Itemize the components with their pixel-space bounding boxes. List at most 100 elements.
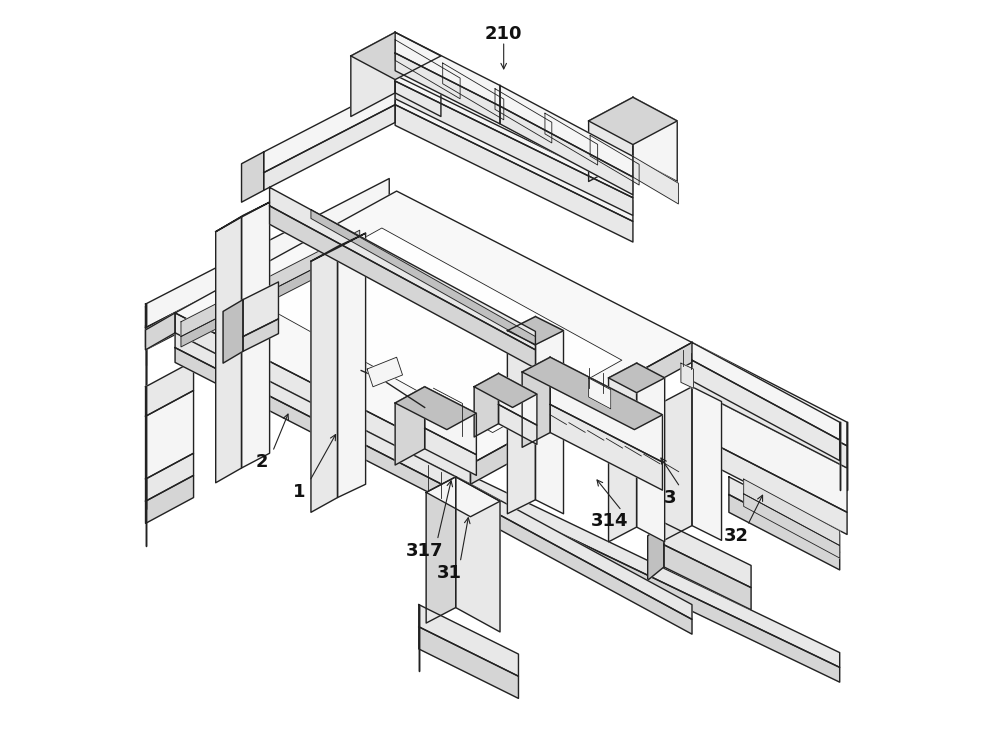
Polygon shape (146, 361, 194, 417)
Polygon shape (311, 233, 366, 261)
Polygon shape (609, 363, 665, 393)
Polygon shape (443, 63, 504, 120)
Polygon shape (499, 373, 537, 425)
Polygon shape (223, 300, 243, 363)
Polygon shape (395, 53, 500, 124)
Polygon shape (264, 84, 395, 173)
Polygon shape (395, 32, 441, 117)
Polygon shape (311, 210, 535, 345)
Polygon shape (500, 106, 633, 195)
Polygon shape (692, 342, 847, 446)
Polygon shape (175, 333, 470, 499)
Polygon shape (522, 357, 662, 429)
Polygon shape (146, 391, 194, 479)
Text: 2: 2 (256, 453, 268, 471)
Polygon shape (395, 39, 460, 99)
Polygon shape (351, 32, 441, 80)
Polygon shape (664, 387, 692, 540)
Polygon shape (495, 89, 552, 143)
Polygon shape (474, 373, 537, 408)
Polygon shape (507, 317, 564, 344)
Polygon shape (499, 405, 537, 444)
Polygon shape (181, 230, 360, 336)
Polygon shape (242, 152, 264, 202)
Polygon shape (242, 202, 270, 468)
Polygon shape (692, 360, 840, 461)
Polygon shape (522, 357, 550, 447)
Polygon shape (425, 428, 476, 475)
Polygon shape (146, 453, 194, 501)
Polygon shape (744, 479, 840, 545)
Polygon shape (692, 342, 840, 440)
Polygon shape (146, 475, 194, 523)
Polygon shape (535, 317, 564, 514)
Polygon shape (146, 202, 389, 350)
Text: 210: 210 (485, 25, 522, 43)
Text: 1: 1 (293, 483, 305, 501)
Polygon shape (395, 387, 476, 429)
Polygon shape (470, 342, 692, 484)
Polygon shape (590, 135, 639, 185)
Polygon shape (264, 105, 395, 190)
Text: 3: 3 (664, 489, 676, 507)
Polygon shape (146, 245, 267, 326)
Polygon shape (395, 105, 633, 242)
Polygon shape (681, 363, 693, 388)
Polygon shape (311, 246, 338, 513)
Polygon shape (500, 86, 633, 177)
Polygon shape (338, 233, 366, 498)
Polygon shape (395, 57, 633, 192)
Polygon shape (395, 63, 633, 198)
Polygon shape (550, 405, 662, 490)
Polygon shape (589, 97, 677, 144)
Polygon shape (425, 387, 476, 455)
Polygon shape (633, 97, 677, 182)
Polygon shape (395, 81, 633, 216)
Polygon shape (367, 357, 403, 387)
Polygon shape (507, 317, 535, 514)
Polygon shape (243, 319, 278, 351)
Polygon shape (270, 187, 535, 350)
Polygon shape (175, 313, 470, 484)
Polygon shape (589, 378, 611, 409)
Text: 314: 314 (591, 512, 628, 530)
Polygon shape (253, 228, 622, 432)
Polygon shape (395, 387, 425, 465)
Polygon shape (175, 191, 692, 464)
Polygon shape (419, 605, 518, 676)
Polygon shape (729, 495, 840, 570)
Polygon shape (243, 282, 278, 336)
Text: 32: 32 (724, 527, 749, 545)
Polygon shape (589, 97, 633, 182)
Polygon shape (633, 156, 678, 204)
Polygon shape (729, 477, 840, 552)
Polygon shape (270, 206, 535, 368)
Text: 31: 31 (437, 564, 462, 582)
Polygon shape (175, 347, 470, 514)
Polygon shape (395, 39, 633, 174)
Polygon shape (146, 313, 175, 350)
Polygon shape (216, 217, 242, 483)
Polygon shape (692, 366, 847, 468)
Polygon shape (692, 432, 847, 534)
Polygon shape (426, 477, 500, 517)
Polygon shape (545, 113, 598, 165)
Polygon shape (351, 32, 395, 117)
Polygon shape (550, 357, 662, 462)
Polygon shape (470, 484, 692, 619)
Polygon shape (216, 202, 270, 231)
Polygon shape (609, 363, 637, 542)
Polygon shape (470, 499, 692, 634)
Polygon shape (395, 84, 633, 222)
Polygon shape (692, 388, 847, 513)
Polygon shape (648, 522, 664, 580)
Polygon shape (470, 490, 840, 682)
Polygon shape (395, 32, 500, 106)
Polygon shape (181, 245, 360, 347)
Polygon shape (146, 263, 267, 347)
Polygon shape (664, 522, 751, 588)
Polygon shape (474, 373, 499, 437)
Polygon shape (426, 477, 456, 623)
Polygon shape (470, 475, 840, 667)
Polygon shape (637, 363, 665, 542)
